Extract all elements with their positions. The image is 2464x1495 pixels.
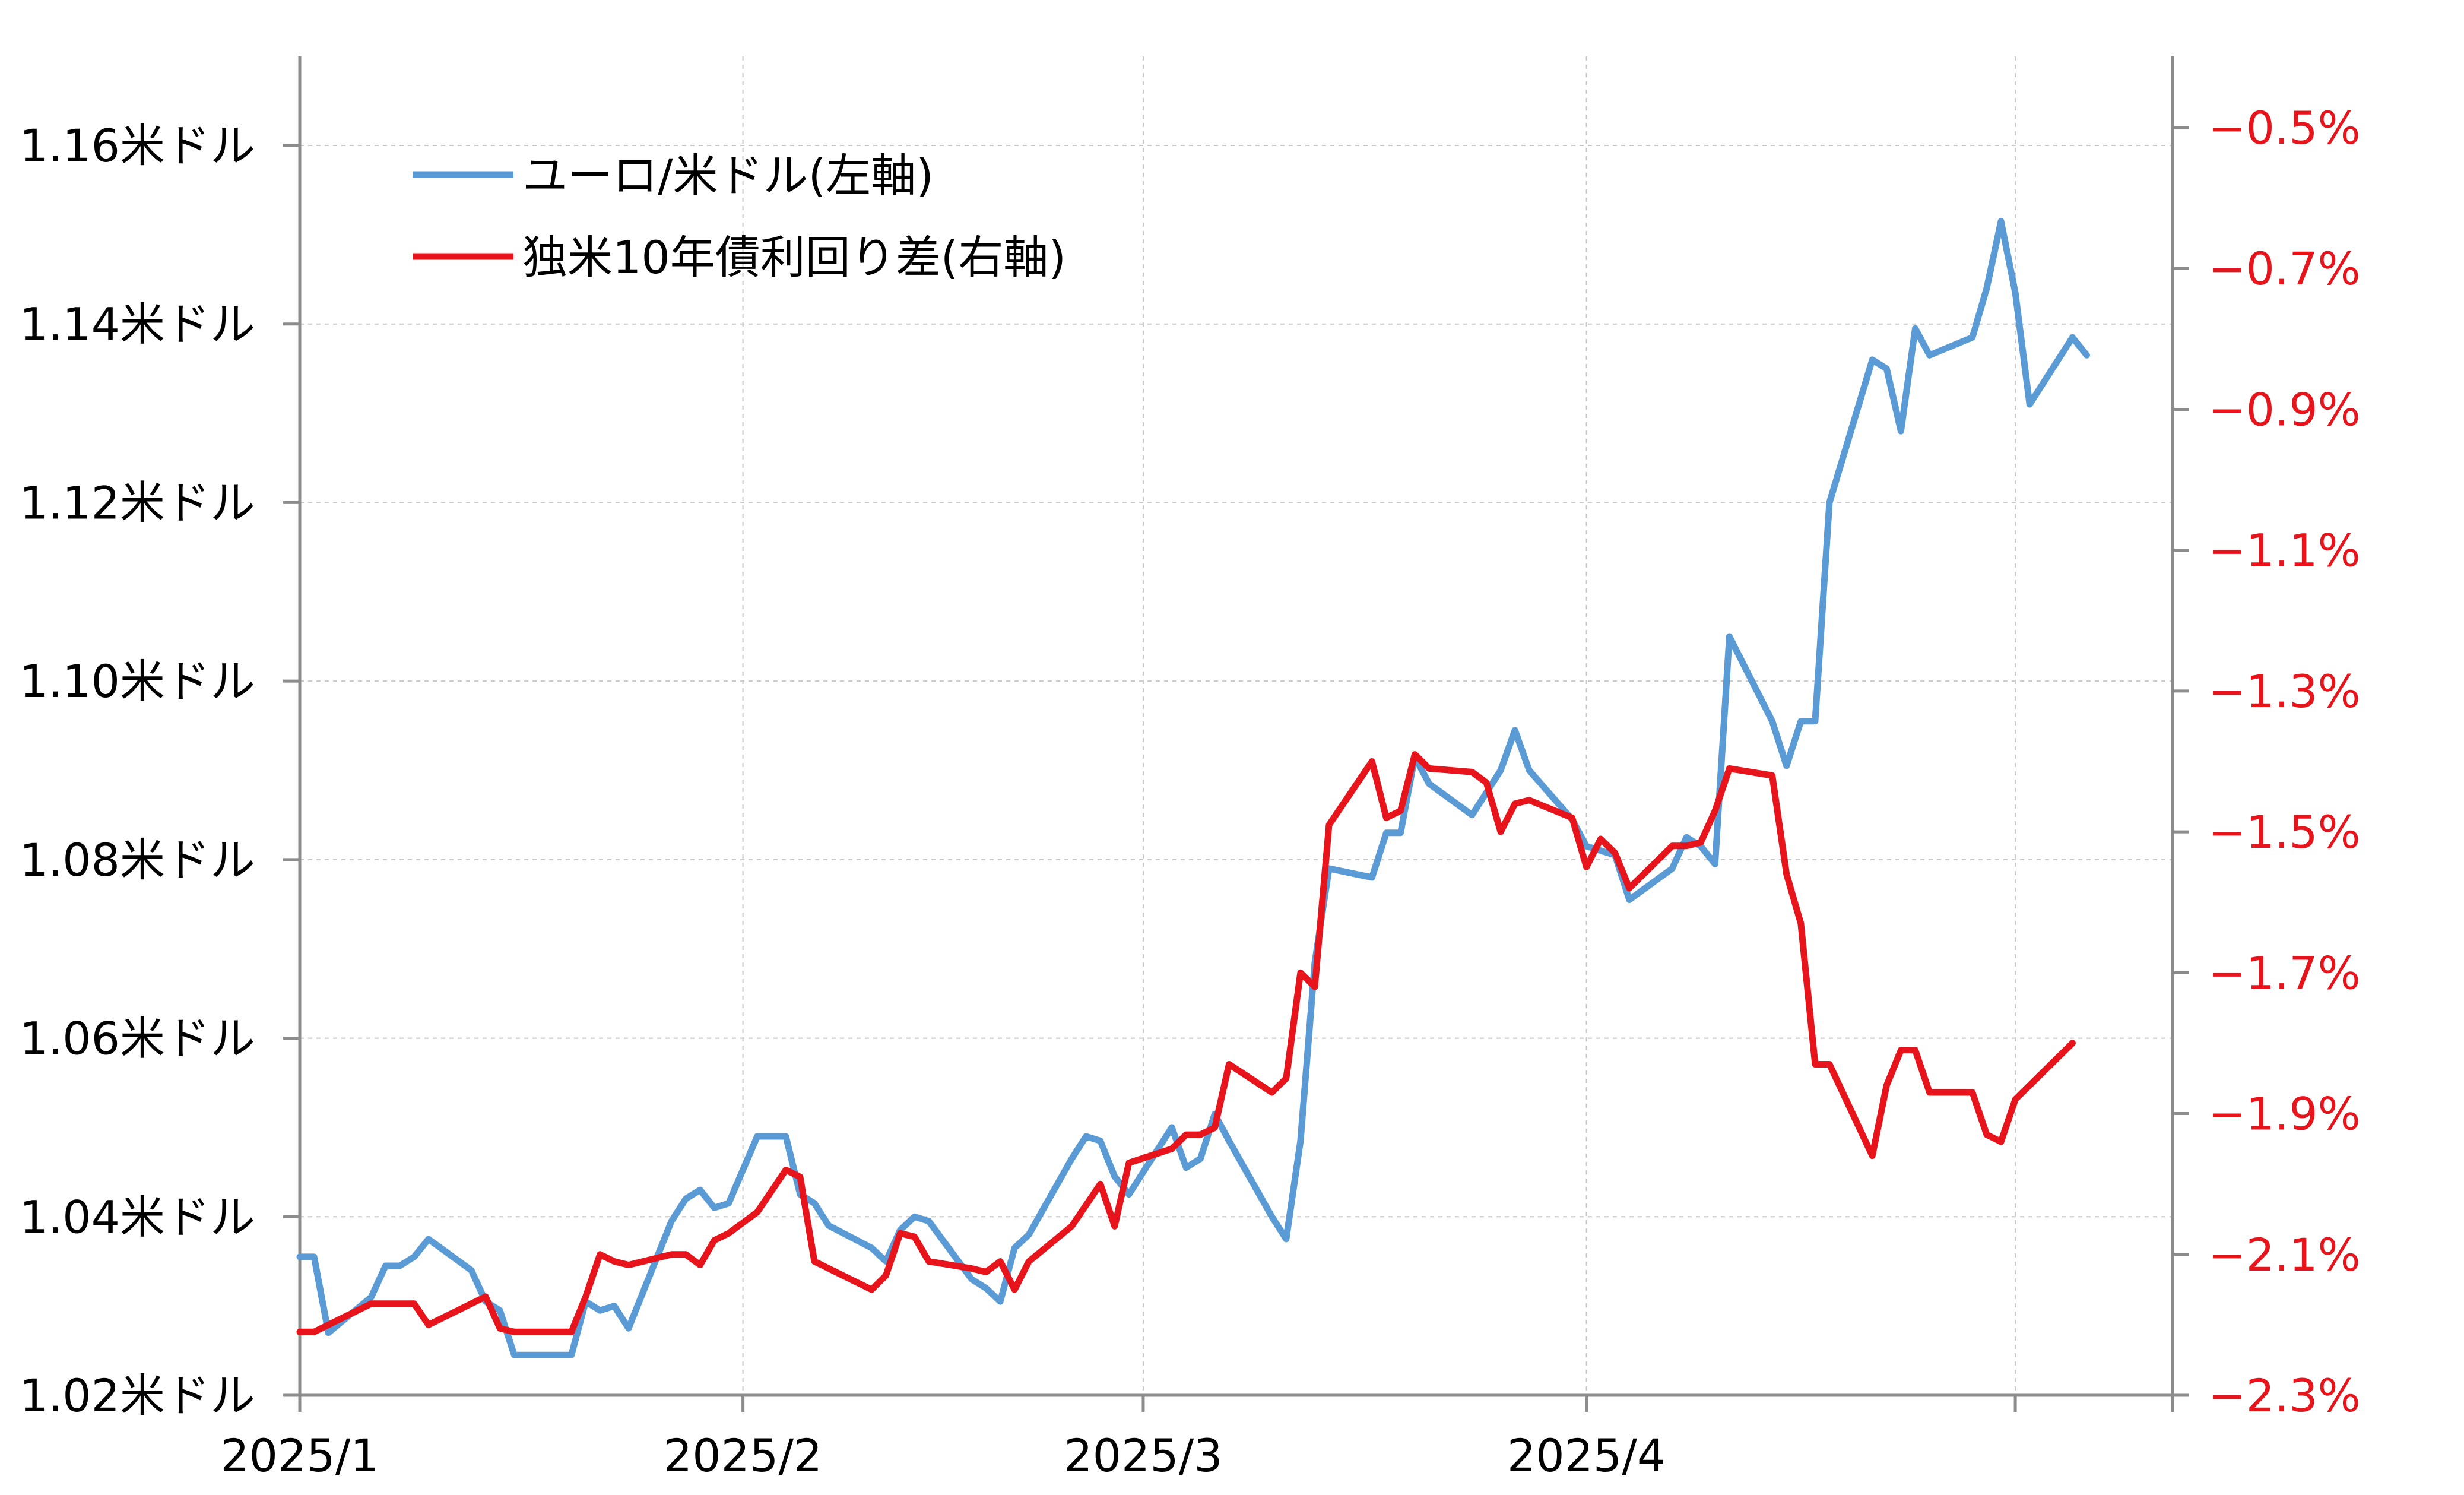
legend: ユーロ/米ドル(左軸) 独米10年債利回り差(右軸) — [413, 149, 1066, 284]
legend-label-eurusd: ユーロ/米ドル(左軸) — [522, 149, 934, 202]
y-left-tick-label: 1.14米ドル — [20, 298, 255, 351]
x-tick-label: 2025/3 — [1064, 1429, 1222, 1482]
y-right-tick-label: −1.1% — [2208, 524, 2361, 577]
series-line-spread — [296, 751, 2076, 1335]
y-left-tick-label: 1.06米ドル — [20, 1012, 255, 1065]
y-left-tick-label: 1.10米ドル — [20, 655, 255, 708]
y-left-tick-label: 1.16米ドル — [20, 119, 255, 172]
plot-area — [300, 56, 2173, 1395]
y-left-tick-label: 1.04米ドル — [20, 1190, 255, 1243]
y-left-tick-label: 1.02米ドル — [20, 1369, 255, 1422]
y-right-tick-label: −1.3% — [2208, 665, 2361, 718]
y-right-tick-label: −1.9% — [2208, 1088, 2361, 1141]
y-right-tick-label: −1.5% — [2208, 806, 2361, 859]
x-tick-label: 2025/4 — [1507, 1429, 1666, 1482]
legend-label-spread: 独米10年債利回り差(右軸) — [522, 231, 1066, 284]
y-right-tick-label: −1.7% — [2208, 946, 2361, 999]
y-left-tick-label: 1.12米ドル — [20, 476, 255, 529]
y-right-tick-label: −2.3% — [2208, 1369, 2361, 1422]
y-right-tick-label: −2.1% — [2208, 1228, 2361, 1281]
x-tick-label: 2025/1 — [220, 1429, 379, 1482]
y-left-tick-label: 1.08米ドル — [20, 834, 255, 886]
y-right-tick-label: −0.5% — [2208, 102, 2361, 154]
axes-layer: 1.02米ドル 1.04米ドル 1.06米ドル 1.08米ドル 1.10米ドル 1.12米… — [20, 56, 2361, 1482]
x-tick-label: 2025/2 — [664, 1429, 822, 1482]
y-right-tick-label: −0.9% — [2208, 383, 2361, 436]
series-line-eurusd — [296, 218, 2090, 1358]
y-right-tick-label: −0.7% — [2208, 242, 2361, 295]
series-layer — [296, 218, 2090, 1358]
